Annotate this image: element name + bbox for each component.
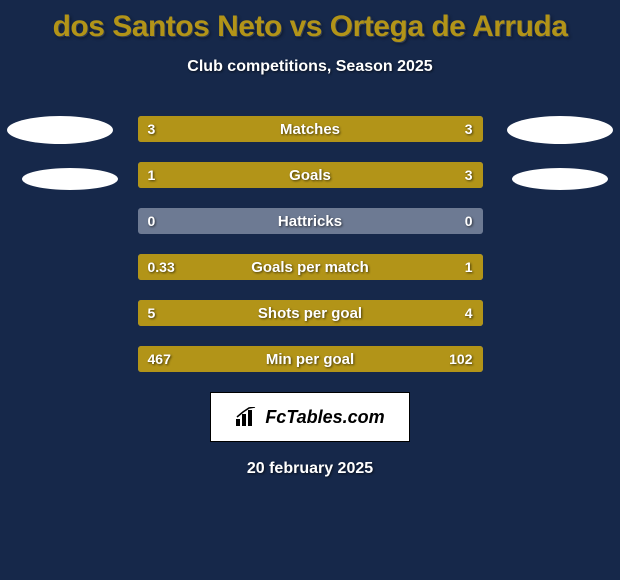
stat-row: 5Shots per goal4 [138,300,483,326]
comparison-card: dos Santos Neto vs Ortega de Arruda Club… [0,0,620,580]
stat-row: 0.33Goals per match1 [138,254,483,280]
stat-value-right: 3 [465,116,473,142]
footer-date: 20 february 2025 [0,460,620,478]
page-title: dos Santos Neto vs Ortega de Arruda [0,0,620,44]
stat-label: Matches [138,116,483,142]
stat-label: Hattricks [138,208,483,234]
subtitle: Club competitions, Season 2025 [0,58,620,76]
bar-chart-icon [235,407,259,427]
avatar-left-secondary [22,168,118,190]
stat-bars-container: 3Matches31Goals30Hattricks00.33Goals per… [138,116,483,372]
stat-label: Min per goal [138,346,483,372]
stat-row: 1Goals3 [138,162,483,188]
avatar-right-primary [507,116,613,144]
stat-value-right: 0 [465,208,473,234]
stat-label: Goals per match [138,254,483,280]
stat-value-right: 1 [465,254,473,280]
logo-box: FcTables.com [210,392,410,442]
stat-row: 3Matches3 [138,116,483,142]
stat-label: Shots per goal [138,300,483,326]
stat-value-right: 3 [465,162,473,188]
stat-row: 467Min per goal102 [138,346,483,372]
stat-label: Goals [138,162,483,188]
stat-row: 0Hattricks0 [138,208,483,234]
content-area: 3Matches31Goals30Hattricks00.33Goals per… [0,116,620,478]
stat-value-right: 4 [465,300,473,326]
avatar-left-primary [7,116,113,144]
avatar-right-secondary [512,168,608,190]
stat-value-right: 102 [449,346,472,372]
logo-text: FcTables.com [265,407,384,428]
